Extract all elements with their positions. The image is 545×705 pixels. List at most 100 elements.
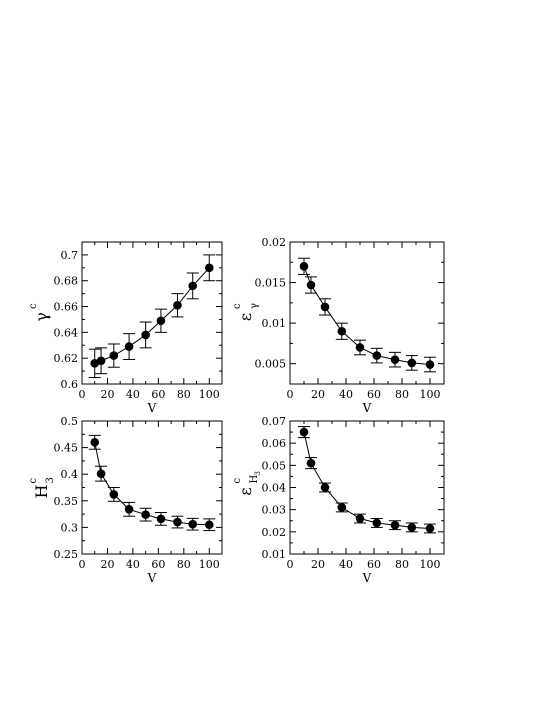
x-tick-label: 60 <box>367 388 381 401</box>
data-point <box>124 342 134 351</box>
series-line <box>303 431 431 530</box>
data-point <box>90 437 100 447</box>
panel-4: 0 20 40 60 80 100 0.01 0.02 0.03 0.04 0.05 0.06 0.07… <box>232 415 445 585</box>
y-axis-label-sup: c <box>28 303 39 309</box>
x-tick-label: 80 <box>177 388 191 401</box>
y-axis-label-sup: c <box>232 303 243 309</box>
y-tick-label: 0.005 <box>255 358 287 371</box>
y-axis-label-sup: c <box>232 478 243 484</box>
x-tick-label: 0 <box>287 388 294 401</box>
y-axis-label-sup: c <box>28 478 39 484</box>
y-tick-label: 0.02 <box>262 236 287 249</box>
x-tick-label: 20 <box>100 388 114 401</box>
y-axis-label-sub: 3 <box>45 477 56 483</box>
x-tick-label: 100 <box>420 388 441 401</box>
y-tick-label: 0.68 <box>54 275 79 288</box>
y-tick-label: 0.25 <box>54 548 79 561</box>
y-tick-label: 0.5 <box>61 415 79 428</box>
x-tick-label: 40 <box>339 558 353 571</box>
data-point <box>109 490 119 499</box>
plot-frame <box>289 241 445 385</box>
data-point <box>355 343 365 352</box>
data-point <box>188 519 198 529</box>
data-point <box>425 360 435 369</box>
data-point <box>337 503 347 512</box>
x-tick-label: 100 <box>199 558 220 571</box>
data-point <box>96 356 106 366</box>
data-point <box>96 469 106 478</box>
data-point <box>141 330 150 340</box>
panel-1: 0 20 40 60 80 100 0.6 0.62 0.64 0.66 0.68 0.7 Vγc <box>28 241 223 415</box>
x-axis-label: V <box>147 571 157 585</box>
data-point <box>299 427 309 437</box>
x-tick-label: 0 <box>79 388 86 401</box>
y-tick-label: 0.62 <box>54 352 79 365</box>
y-tick-label: 0.3 <box>61 521 79 534</box>
y-axis-label-main: H <box>32 484 51 498</box>
plot-frame <box>289 420 445 555</box>
plot-frame <box>81 420 223 555</box>
data-point <box>320 483 330 492</box>
x-tick-label: 20 <box>311 388 325 401</box>
data-point <box>372 518 382 528</box>
x-tick-label: 100 <box>420 558 441 571</box>
data-point <box>306 458 316 468</box>
y-axis-label: Hc 3 <box>28 477 56 498</box>
data-point <box>390 520 400 530</box>
data-point <box>173 300 182 310</box>
x-tick-label: 60 <box>151 388 165 401</box>
y-axis-label-main: ε <box>236 313 255 321</box>
y-axis-label-sub: H <box>249 475 260 484</box>
data-point <box>156 514 166 524</box>
x-tick-label: 80 <box>177 558 191 571</box>
data-point <box>299 262 309 271</box>
data-point <box>141 510 150 519</box>
y-axis-label: γc <box>28 303 51 322</box>
y-tick-label: 0.06 <box>262 437 287 450</box>
x-axis-label: V <box>362 401 372 415</box>
y-tick-label: 0.66 <box>54 301 79 314</box>
x-tick-label: 80 <box>395 558 409 571</box>
data-point <box>372 351 382 360</box>
data-point <box>124 505 134 514</box>
data-point <box>204 520 214 530</box>
x-tick-label: 60 <box>367 558 381 571</box>
x-tick-label: 20 <box>100 558 114 571</box>
series-line <box>94 442 210 526</box>
y-tick-label: 0.04 <box>262 482 287 495</box>
y-tick-label: 0.015 <box>255 277 287 290</box>
y-tick-label: 0.01 <box>262 548 287 561</box>
y-axis-label-sub: γ <box>249 303 260 309</box>
x-tick-label: 80 <box>395 388 409 401</box>
x-tick-label: 0 <box>79 558 86 571</box>
x-tick-label: 40 <box>339 388 353 401</box>
data-point <box>425 524 435 533</box>
x-axis-label: V <box>147 401 157 415</box>
panel-3: 0 20 40 60 80 100 0.25 0.3 0.35 0.4 0.45 0.5 V Hc 3 <box>28 415 223 585</box>
y-tick-label: 0.7 <box>61 249 79 262</box>
y-axis-label: εc γ <box>232 303 260 321</box>
y-axis-label-main: γ <box>32 312 51 322</box>
data-point <box>320 302 330 312</box>
data-point <box>355 514 365 523</box>
data-point <box>173 517 182 527</box>
plot-frame <box>81 241 223 385</box>
y-tick-label: 0.6 <box>61 378 79 391</box>
data-point <box>407 523 417 532</box>
y-tick-label: 0.35 <box>54 495 79 508</box>
x-tick-label: 40 <box>126 558 140 571</box>
y-tick-label: 0.03 <box>262 504 287 517</box>
x-tick-label: 40 <box>126 388 140 401</box>
y-axis-label-subsub: 3 <box>254 471 262 475</box>
data-point <box>204 263 214 273</box>
y-tick-label: 0.07 <box>262 415 287 428</box>
y-tick-label: 0.4 <box>61 468 79 481</box>
y-tick-label: 0.05 <box>262 459 287 472</box>
x-tick-label: 0 <box>287 558 294 571</box>
x-axis-label: V <box>362 571 372 585</box>
y-axis-label-main: ε <box>236 487 255 495</box>
y-axis-label: εc H3 <box>232 471 262 496</box>
y-tick-label: 0.02 <box>262 526 287 539</box>
data-point <box>390 355 400 364</box>
